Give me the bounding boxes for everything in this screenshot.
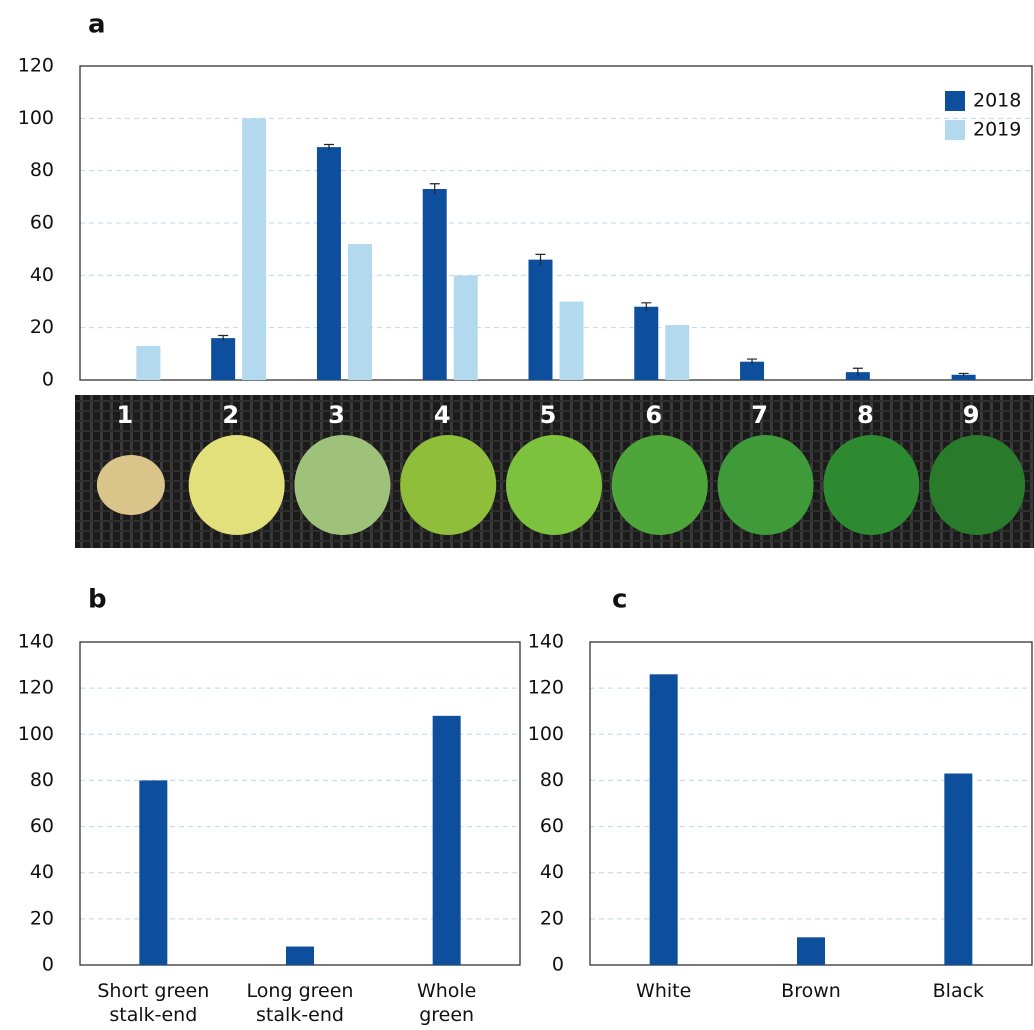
x-tick-label-line: White bbox=[636, 980, 691, 1002]
figure: a 0 20 40 60 80 100 120 1 2 3 4 5 6 7 8 9 2018 2019 b 0 20 40 6… bbox=[0, 0, 1034, 1030]
y-tick-label: 80 bbox=[540, 769, 564, 791]
category-label: 9 bbox=[963, 401, 980, 429]
leaf bbox=[612, 435, 708, 535]
y-tick-label: 60 bbox=[30, 212, 54, 234]
x-tick-label: White bbox=[636, 980, 691, 1002]
y-tick-label: 100 bbox=[18, 107, 54, 129]
y-tick-label: 80 bbox=[30, 159, 54, 181]
panel-label: a bbox=[88, 10, 106, 40]
category-label: 6 bbox=[645, 401, 662, 429]
bar bbox=[650, 674, 678, 965]
leaf bbox=[823, 435, 919, 535]
y-tick-label: 40 bbox=[30, 264, 54, 286]
y-tick-label: 140 bbox=[528, 631, 564, 653]
legend-swatch bbox=[945, 91, 965, 111]
x-tick-label: Black bbox=[933, 980, 984, 1002]
category-label: 5 bbox=[540, 401, 557, 429]
bar bbox=[211, 338, 235, 380]
leaf bbox=[718, 435, 814, 535]
bar bbox=[665, 325, 689, 380]
y-tick-label: 20 bbox=[30, 907, 54, 929]
x-tick-label-line: stalk-end bbox=[109, 1004, 197, 1026]
bar bbox=[433, 716, 461, 965]
y-tick-label: 0 bbox=[552, 954, 564, 976]
y-tick-label: 40 bbox=[30, 861, 54, 883]
bar bbox=[348, 244, 372, 380]
y-tick-label: 100 bbox=[528, 723, 564, 745]
bar bbox=[139, 780, 167, 965]
legend-swatch bbox=[945, 120, 965, 140]
bar bbox=[560, 302, 584, 381]
x-tick-label-line: Long green bbox=[247, 980, 354, 1002]
bar bbox=[317, 147, 341, 380]
bar bbox=[944, 774, 972, 965]
category-label: 3 bbox=[328, 401, 345, 429]
y-tick-label: 20 bbox=[540, 907, 564, 929]
leaf bbox=[506, 435, 602, 535]
panel-label: c bbox=[612, 585, 627, 615]
y-tick-label: 20 bbox=[30, 316, 54, 338]
bar bbox=[740, 362, 764, 380]
x-tick-label: Brown bbox=[781, 980, 841, 1002]
x-tick-label-line: green bbox=[419, 1004, 474, 1026]
bar bbox=[529, 260, 553, 380]
y-tick-label: 60 bbox=[30, 815, 54, 837]
x-tick-label-line: Black bbox=[933, 980, 984, 1002]
y-tick-label: 60 bbox=[540, 815, 564, 837]
bar bbox=[797, 937, 825, 965]
category-label: 7 bbox=[751, 401, 768, 429]
category-label: 8 bbox=[857, 401, 874, 429]
category-label: 2 bbox=[222, 401, 239, 429]
x-tick-label-line: Brown bbox=[781, 980, 841, 1002]
x-tick-label-line: stalk-end bbox=[256, 1004, 344, 1026]
y-tick-label: 80 bbox=[30, 769, 54, 791]
bar bbox=[634, 307, 658, 380]
legend-label: 2019 bbox=[973, 119, 1021, 141]
y-tick-label: 140 bbox=[18, 631, 54, 653]
y-tick-label: 0 bbox=[42, 954, 54, 976]
leaf bbox=[294, 435, 390, 535]
y-tick-label: 100 bbox=[18, 723, 54, 745]
plot-frame bbox=[80, 66, 1032, 380]
bar bbox=[286, 947, 314, 965]
bar bbox=[136, 346, 160, 380]
y-tick-label: 120 bbox=[18, 677, 54, 699]
legend-label: 2018 bbox=[973, 90, 1021, 112]
y-tick-label: 0 bbox=[42, 369, 54, 391]
x-tick-label-line: Short green bbox=[97, 980, 209, 1002]
bar bbox=[242, 118, 266, 380]
bar bbox=[454, 275, 478, 380]
panel-label: b bbox=[88, 585, 107, 615]
category-label: 1 bbox=[117, 401, 134, 429]
leaf bbox=[97, 455, 165, 515]
y-tick-label: 40 bbox=[540, 861, 564, 883]
category-label: 4 bbox=[434, 401, 451, 429]
leaves bbox=[97, 435, 1025, 535]
leaf bbox=[189, 435, 285, 535]
leaf bbox=[929, 435, 1025, 535]
bar bbox=[423, 189, 447, 380]
y-tick-label: 120 bbox=[18, 55, 54, 77]
leaf bbox=[400, 435, 496, 535]
y-tick-label: 120 bbox=[528, 677, 564, 699]
x-tick-label-line: Whole bbox=[417, 980, 476, 1002]
